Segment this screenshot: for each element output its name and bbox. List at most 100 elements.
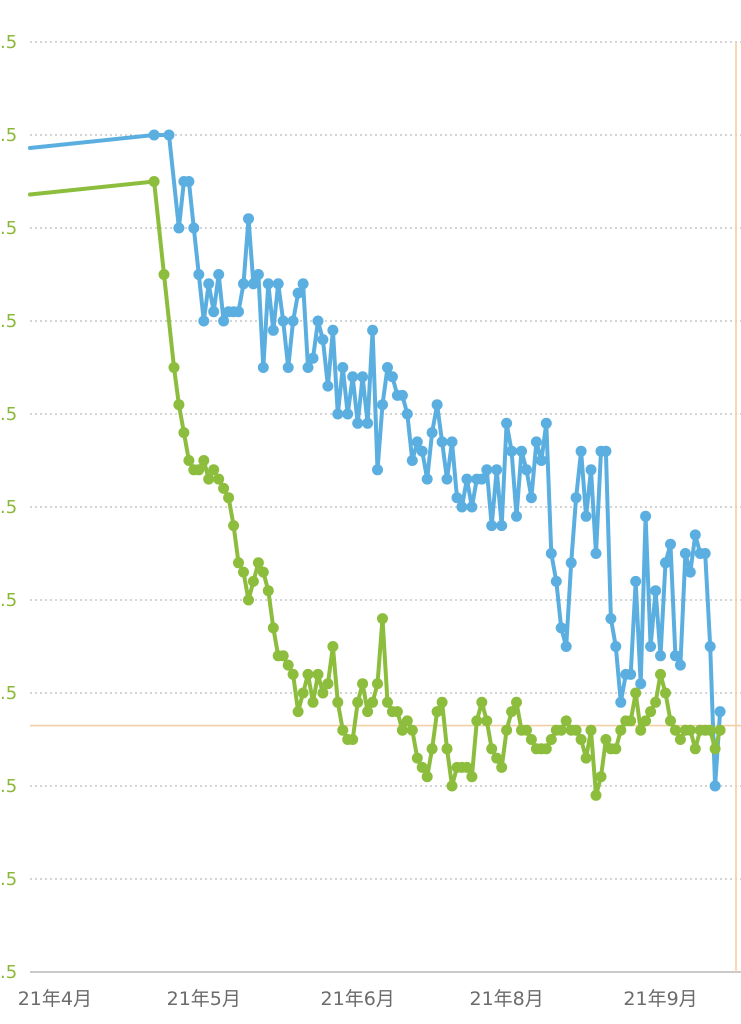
data-point	[674, 659, 686, 671]
data-point	[521, 724, 532, 736]
data-point	[416, 445, 428, 457]
x-tick-label: 21年9月	[623, 988, 697, 1010]
data-point	[471, 715, 483, 727]
data-point	[228, 520, 240, 532]
data-point	[411, 436, 423, 448]
data-point	[466, 771, 478, 783]
data-point	[416, 761, 428, 773]
data-point	[282, 659, 294, 671]
data-point	[610, 641, 622, 652]
y-tick-label: .5	[0, 683, 17, 704]
data-point	[441, 473, 453, 485]
data-point	[213, 473, 225, 485]
data-point	[421, 771, 433, 783]
data-point	[660, 557, 671, 569]
data-point	[257, 362, 269, 373]
data-point	[352, 417, 364, 429]
data-point	[367, 324, 379, 336]
data-point	[684, 566, 696, 578]
data-point	[178, 427, 190, 439]
data-point	[501, 724, 513, 736]
data-point	[545, 548, 557, 559]
gridlines	[30, 41, 741, 880]
y-axis-tick-labels: .5 .5 .5 .5 .5 .5 .5 .5 .5 .5 .5	[0, 32, 17, 983]
data-point	[496, 761, 508, 773]
data-point	[555, 724, 567, 736]
data-point	[461, 473, 473, 485]
data-point	[491, 464, 503, 476]
data-point	[406, 724, 418, 736]
data-point	[645, 706, 657, 718]
data-point	[709, 743, 721, 755]
data-point	[590, 789, 602, 801]
data-point	[635, 724, 647, 736]
data-point	[267, 324, 279, 336]
data-point	[570, 492, 582, 504]
data-point	[148, 129, 160, 141]
y-tick-label: .5	[0, 404, 17, 425]
data-point	[382, 696, 393, 708]
data-point	[312, 668, 324, 680]
data-point	[247, 278, 259, 290]
y-tick-label: .5	[0, 311, 17, 332]
data-point	[451, 492, 463, 504]
data-point	[292, 287, 304, 299]
data-point	[625, 668, 637, 680]
y-tick-label: .5	[0, 125, 17, 146]
data-point	[252, 269, 264, 280]
data-point	[257, 566, 269, 578]
data-point	[342, 408, 354, 420]
data-point	[436, 436, 448, 448]
data-point	[575, 734, 587, 745]
data-point	[506, 445, 518, 457]
data-point	[327, 641, 339, 652]
data-point	[401, 715, 413, 727]
data-point	[292, 706, 304, 718]
data-point	[252, 557, 264, 569]
data-point	[203, 278, 215, 290]
data-point	[640, 715, 652, 727]
data-point	[297, 687, 309, 699]
data-point	[446, 436, 458, 448]
data-point	[148, 176, 160, 187]
data-point	[267, 622, 279, 634]
data-point	[168, 362, 180, 373]
data-point	[446, 780, 458, 792]
data-point	[436, 696, 448, 708]
data-point	[635, 678, 647, 690]
data-point	[193, 464, 205, 476]
data-point	[337, 362, 349, 373]
data-point	[530, 436, 542, 448]
data-point	[590, 548, 602, 559]
data-point	[352, 696, 364, 708]
x-tick-label: 21年8月	[469, 988, 543, 1010]
y-tick-label: .5	[0, 869, 17, 890]
data-point	[317, 687, 329, 699]
data-point	[198, 315, 210, 327]
data-point	[605, 613, 617, 625]
data-point	[332, 696, 344, 708]
data-point	[213, 269, 225, 280]
data-point	[699, 548, 711, 559]
data-point	[540, 417, 552, 429]
data-point	[481, 715, 493, 727]
data-point	[377, 613, 388, 625]
data-point	[704, 724, 716, 736]
data-point	[650, 585, 662, 597]
data-point	[193, 269, 205, 280]
y-tick-label: .5	[0, 962, 17, 983]
y-tick-label: .5	[0, 497, 17, 518]
data-point	[362, 706, 374, 718]
data-point	[525, 492, 537, 504]
data-point	[327, 324, 339, 336]
data-point	[466, 501, 478, 513]
data-point	[550, 575, 562, 587]
data-point	[317, 334, 329, 346]
data-point	[615, 696, 627, 708]
data-point	[655, 650, 666, 662]
data-point	[669, 724, 681, 736]
data-point	[396, 389, 408, 401]
data-point	[476, 473, 488, 485]
data-point	[674, 734, 686, 745]
data-point	[277, 315, 289, 327]
